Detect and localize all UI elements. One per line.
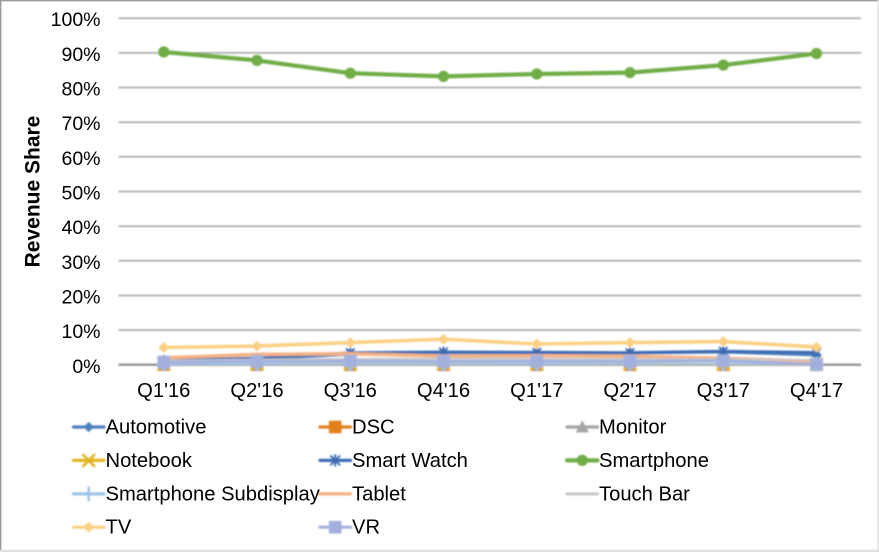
svg-text:Notebook: Notebook (106, 450, 193, 472)
svg-text:Q1'17: Q1'17 (510, 380, 563, 402)
svg-text:Monitor: Monitor (599, 417, 667, 439)
svg-text:Smartphone: Smartphone (599, 450, 709, 472)
svg-text:60%: 60% (61, 148, 100, 170)
svg-text:10%: 10% (61, 321, 100, 343)
svg-text:0%: 0% (72, 356, 100, 378)
svg-text:DSC: DSC (352, 417, 395, 439)
svg-text:Touch Bar: Touch Bar (599, 483, 690, 505)
svg-text:Smartphone Subdisplay: Smartphone Subdisplay (106, 483, 321, 505)
svg-text:80%: 80% (61, 79, 100, 101)
svg-text:Q2'17: Q2'17 (603, 380, 656, 402)
svg-text:TV: TV (106, 517, 132, 539)
svg-text:Q2'16: Q2'16 (230, 380, 283, 402)
svg-text:Q3'17: Q3'17 (697, 380, 750, 402)
svg-text:Automotive: Automotive (106, 417, 207, 439)
svg-text:Smart Watch: Smart Watch (352, 450, 468, 472)
svg-text:70%: 70% (61, 113, 100, 135)
svg-text:Q4'17: Q4'17 (790, 380, 843, 402)
svg-text:Tablet: Tablet (352, 483, 406, 505)
svg-text:50%: 50% (61, 183, 100, 205)
svg-text:Revenue Share: Revenue Share (22, 116, 45, 268)
svg-text:90%: 90% (61, 44, 100, 66)
svg-text:Q3'16: Q3'16 (324, 380, 377, 402)
svg-text:Q1'16: Q1'16 (137, 380, 190, 402)
svg-text:100%: 100% (51, 9, 101, 31)
svg-text:40%: 40% (61, 217, 100, 239)
svg-text:Q4'16: Q4'16 (417, 380, 470, 402)
svg-text:20%: 20% (61, 287, 100, 309)
svg-text:30%: 30% (61, 252, 100, 274)
svg-text:VR: VR (352, 517, 380, 539)
